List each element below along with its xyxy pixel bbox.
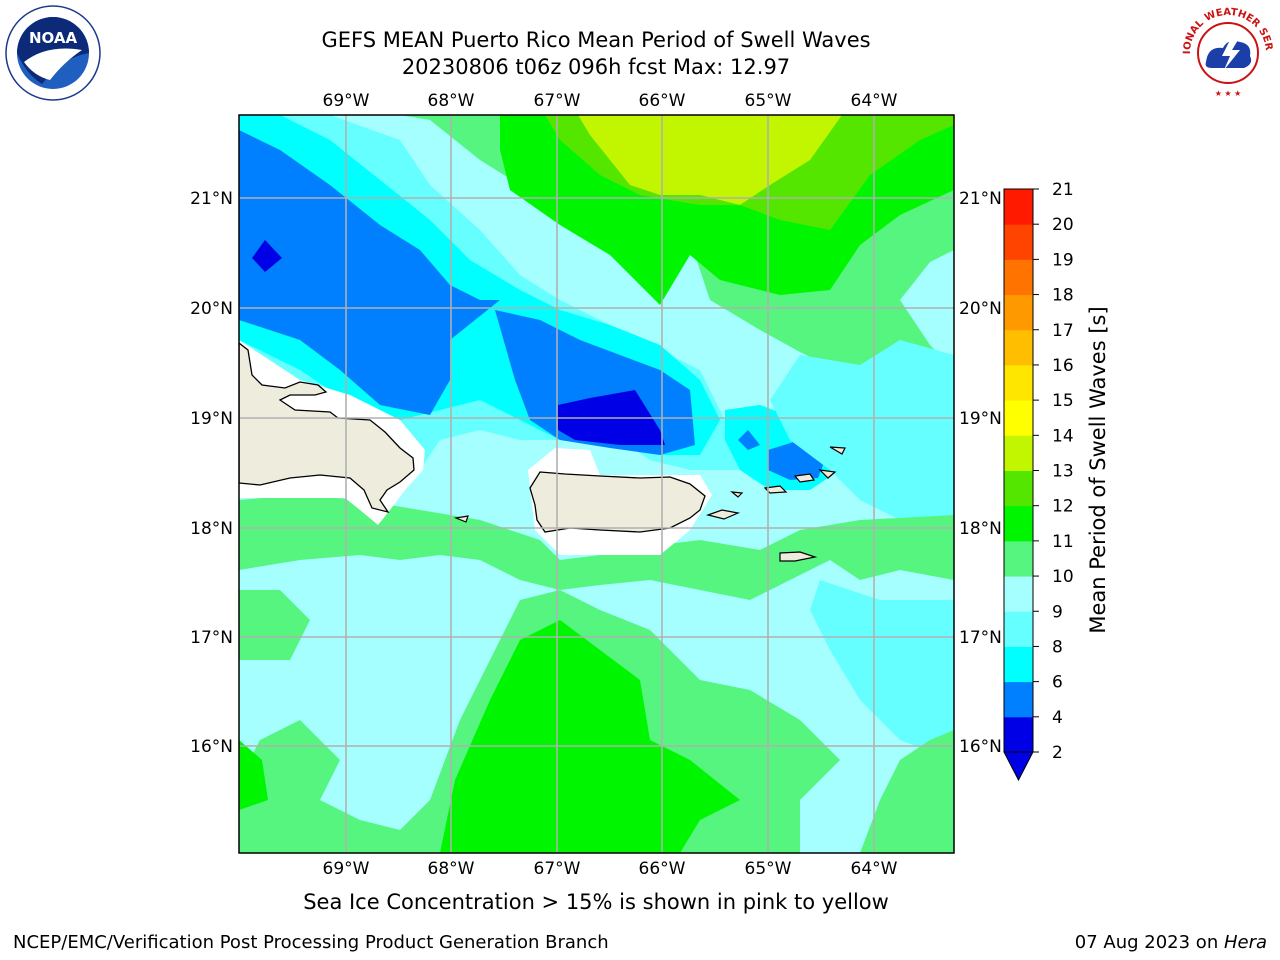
lon-label: 64°W <box>851 859 898 879</box>
colorbar-segment <box>1004 224 1033 260</box>
footer-credit: NCEP/EMC/Verification Post Processing Pr… <box>13 932 609 953</box>
field-6-8-east <box>770 340 954 540</box>
colorbar-segment <box>1004 576 1033 612</box>
lon-label: 67°W <box>534 91 581 111</box>
colorbar-segment <box>1004 189 1033 225</box>
lon-label: 69°W <box>323 859 370 879</box>
lon-label: 65°W <box>745 859 792 879</box>
colorbar-segment <box>1004 294 1033 331</box>
colorbar-segment <box>1004 646 1033 683</box>
land-virgin-islands <box>453 446 846 562</box>
field-10-11-bottom <box>440 620 740 853</box>
field-below2-west <box>252 240 282 272</box>
colorbar: 2 4 6 8 9 10 11 12 13 14 15 16 17 18 19 20 21 <box>1003 180 1074 782</box>
lat-label: 20°N <box>959 299 1002 319</box>
lon-label: 67°W <box>534 859 581 879</box>
colorbar-tick-label: 12 <box>1052 497 1074 517</box>
svg-text:NOAA: NOAA <box>29 29 78 47</box>
lat-label: 17°N <box>959 628 1002 648</box>
lat-label: 16°N <box>959 737 1002 757</box>
lat-label: 18°N <box>190 519 233 539</box>
page-title: GEFS MEAN Puerto Rico Mean Period of Swe… <box>321 28 871 52</box>
field-2-4-west <box>239 130 500 415</box>
colorbar-segment <box>1004 400 1033 436</box>
colorbar-segment <box>1004 470 1033 507</box>
colorbar-tick-label: 11 <box>1052 532 1074 552</box>
field-9-10-se-corner <box>860 730 954 853</box>
colorbar-tick-label: 2 <box>1052 743 1063 763</box>
lat-label: 21°N <box>959 189 1002 209</box>
field-9-10-south-band <box>239 495 954 600</box>
colorbar-tick-label: 8 <box>1052 637 1063 657</box>
colorbar-tick-label: 10 <box>1052 567 1074 587</box>
field-9-10-south <box>239 590 310 660</box>
gridlines <box>239 115 954 853</box>
lat-labels-right: 21°N 20°N 19°N 18°N 17°N 16°N <box>959 189 1002 757</box>
lon-label: 66°W <box>639 859 686 879</box>
colorbar-extend-arrow <box>1003 751 1034 782</box>
svg-text:★ ★ ★: ★ ★ ★ <box>1215 89 1242 98</box>
colorbar-segment <box>1004 364 1033 401</box>
colorbar-segment <box>1004 611 1033 647</box>
colorbar-tick-label: 18 <box>1052 286 1074 306</box>
colorbar-tick-label: 19 <box>1052 250 1074 270</box>
field-10-11-west-edge <box>239 740 268 810</box>
lat-label: 21°N <box>190 189 233 209</box>
field-12-13-north <box>578 115 842 205</box>
colorbar-segment <box>1004 681 1033 718</box>
colorbar-tick-label: 6 <box>1052 673 1063 693</box>
lat-label: 16°N <box>190 737 233 757</box>
nws-logo-icon: NATIONAL WEATHER SERVICE ★ ★ ★ <box>1174 0 1278 102</box>
lon-label: 65°W <box>745 91 792 111</box>
colorbar-segment <box>1004 259 1033 296</box>
colorbar-segment <box>1004 435 1033 471</box>
colorbar-tick-label: 15 <box>1052 391 1074 411</box>
field-2-4-east-small <box>738 430 760 450</box>
lat-label: 17°N <box>190 628 233 648</box>
colorbar-segment <box>1004 716 1033 753</box>
colorbar-label: Mean Period of Swell Waves [s] <box>1086 306 1110 634</box>
lat-label: 18°N <box>959 519 1002 539</box>
lon-label: 68°W <box>428 859 475 879</box>
colorbar-segment <box>1004 540 1033 577</box>
forecast-subtitle: 20230806 t06z 096h fcst Max: 12.97 <box>401 55 791 79</box>
lon-labels-bottom: 69°W 68°W 67°W 66°W 65°W 64°W <box>323 859 898 879</box>
lon-label: 64°W <box>851 91 898 111</box>
land-hispaniola <box>239 342 415 514</box>
footer-machine: Hera <box>1223 932 1267 953</box>
lat-label: 20°N <box>190 299 233 319</box>
lon-label: 69°W <box>323 91 370 111</box>
sea-ice-note: Sea Ice Concentration > 15% is shown in … <box>303 890 889 914</box>
colorbar-tick-label: 16 <box>1052 356 1074 376</box>
noaa-logo-icon: NOAA <box>2 4 104 102</box>
lon-label: 66°W <box>639 91 686 111</box>
lat-labels-left: 21°N 20°N 19°N 18°N 17°N 16°N <box>190 189 233 757</box>
footer-date-text: 07 Aug 2023 on <box>1074 932 1224 953</box>
colorbar-tick-label: 4 <box>1052 708 1063 728</box>
lat-label: 19°N <box>190 409 233 429</box>
lon-label: 68°W <box>428 91 475 111</box>
colorbar-tick-label: 21 <box>1052 180 1074 200</box>
lon-labels-top: 69°W 68°W 67°W 66°W 65°W 64°W <box>323 91 898 111</box>
colorbar-tick-label: 17 <box>1052 321 1074 341</box>
colorbar-tick-label: 20 <box>1052 215 1074 235</box>
colorbar-segment <box>1004 505 1033 542</box>
field-6-8-southeast <box>810 580 954 760</box>
colorbar-tick-label: 14 <box>1052 426 1074 446</box>
map-frame <box>238 114 955 854</box>
footer-date: 07 Aug 2023 on Hera <box>1075 932 1267 953</box>
colorbar-segment <box>1004 329 1033 366</box>
colorbar-tick-label: 13 <box>1052 462 1074 482</box>
lat-label: 19°N <box>959 409 1002 429</box>
colorbar-tick-label: 9 <box>1052 602 1063 622</box>
